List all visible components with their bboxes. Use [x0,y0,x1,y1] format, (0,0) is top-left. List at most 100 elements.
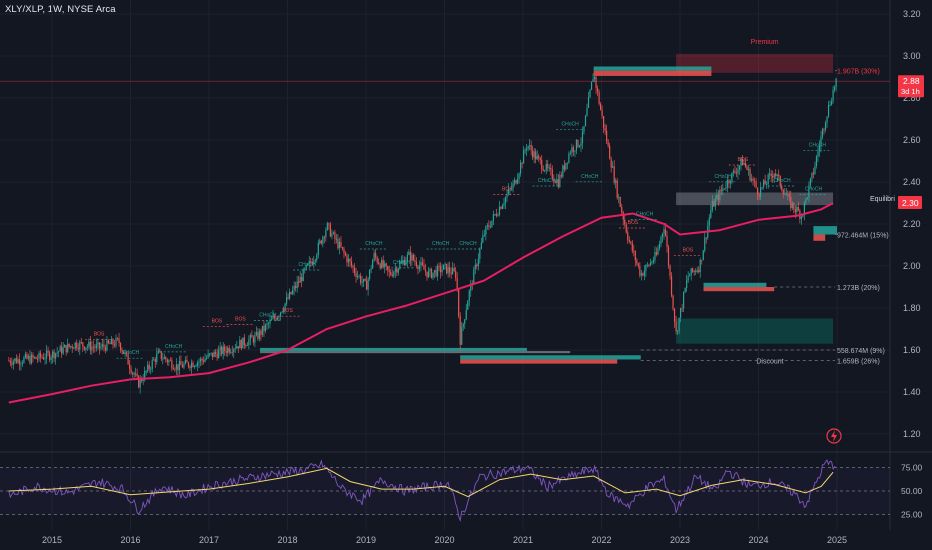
candle-down [551,169,553,179]
candle-down [634,251,636,261]
candle-up [369,269,371,279]
y-tick-label: 3.20 [903,9,921,19]
candle-down [375,253,377,258]
y-tick-label: 2.20 [903,219,921,229]
candle-down [32,354,34,358]
candle-up [760,187,762,197]
candle-down [495,214,498,216]
candle-up [569,152,572,154]
candle-down [329,224,331,237]
candle-down [655,252,658,255]
volume-label: 558.674M (9%) [837,348,885,355]
candle-up [767,174,769,184]
candle-up [524,150,526,152]
candle-down [446,263,448,274]
candle-down [298,281,300,283]
candle-down [637,263,639,267]
candle-up [529,145,531,147]
candle-up [236,346,238,349]
candle-up [773,173,775,178]
structure-label: CHoCH [805,186,823,192]
candle-up [815,156,818,166]
candle-up [800,216,802,219]
lightning-icon[interactable] [826,428,842,444]
y-tick-label: 1.60 [903,345,921,355]
candle-up [473,269,475,285]
structure-label: BOS [235,317,246,323]
candle-up [468,290,470,302]
order-block [593,66,712,71]
candle-down [797,206,799,211]
candle-up [305,265,307,269]
candle-up [769,173,771,175]
candle-up [533,151,535,158]
candle-down [630,241,632,243]
candle-up [510,188,513,189]
candle-down [539,157,541,161]
candle-up [33,356,36,358]
candle-down [109,343,111,345]
candle-down [621,206,623,213]
candle-down [113,344,116,346]
volume-label: 972.464M (15%) [837,233,889,240]
candle-down [343,248,345,253]
candle-down [61,346,63,354]
candle-down [672,295,674,309]
candle-up [726,179,729,188]
candle-down [458,288,460,316]
structure-label: BOS [282,308,293,314]
order-block [260,347,527,352]
candle-up [704,237,706,251]
candle-down [619,197,621,207]
candle-up [106,340,108,351]
candle-up [507,189,510,195]
candle-down [609,145,611,160]
candle-down [159,350,161,352]
candle-up [818,146,821,152]
candle-down [613,166,615,183]
candle-down [177,364,179,371]
y-tick-label: 2.00 [903,261,921,271]
price-candles [8,73,837,394]
candle-down [673,308,676,323]
candle-up [162,358,164,360]
candle-down [435,270,437,277]
candle-down [39,352,42,358]
candle-down [212,352,214,358]
candle-up [480,242,482,249]
candle-up [304,268,306,270]
order-block [460,355,641,360]
candle-up [168,360,170,363]
candle-up [821,129,824,137]
candle-up [144,371,146,380]
candle-down [723,188,725,190]
candle-up [24,354,27,358]
candle-up [696,270,698,272]
candle-up [527,146,529,149]
candle-down [409,251,411,261]
candle-up [643,270,645,276]
candle-up [163,357,165,359]
candle-up [826,116,828,123]
structure-label: CHoCH [561,121,579,127]
candle-up [210,352,212,354]
candle-up [227,347,229,353]
candle-up [559,175,561,188]
candle-up [523,150,525,164]
candle-up [498,206,501,215]
candle-down [104,346,107,351]
candle-down [337,238,339,249]
candle-down [320,240,322,244]
candle-down [695,270,697,272]
candle-up [50,357,52,360]
candle-up [702,250,704,261]
candle-up [618,197,620,198]
candle-down [572,147,575,152]
candle-up [135,373,137,375]
candle-up [766,183,768,185]
candle-up [289,291,291,299]
candle-down [133,372,135,375]
candle-up [356,275,359,277]
